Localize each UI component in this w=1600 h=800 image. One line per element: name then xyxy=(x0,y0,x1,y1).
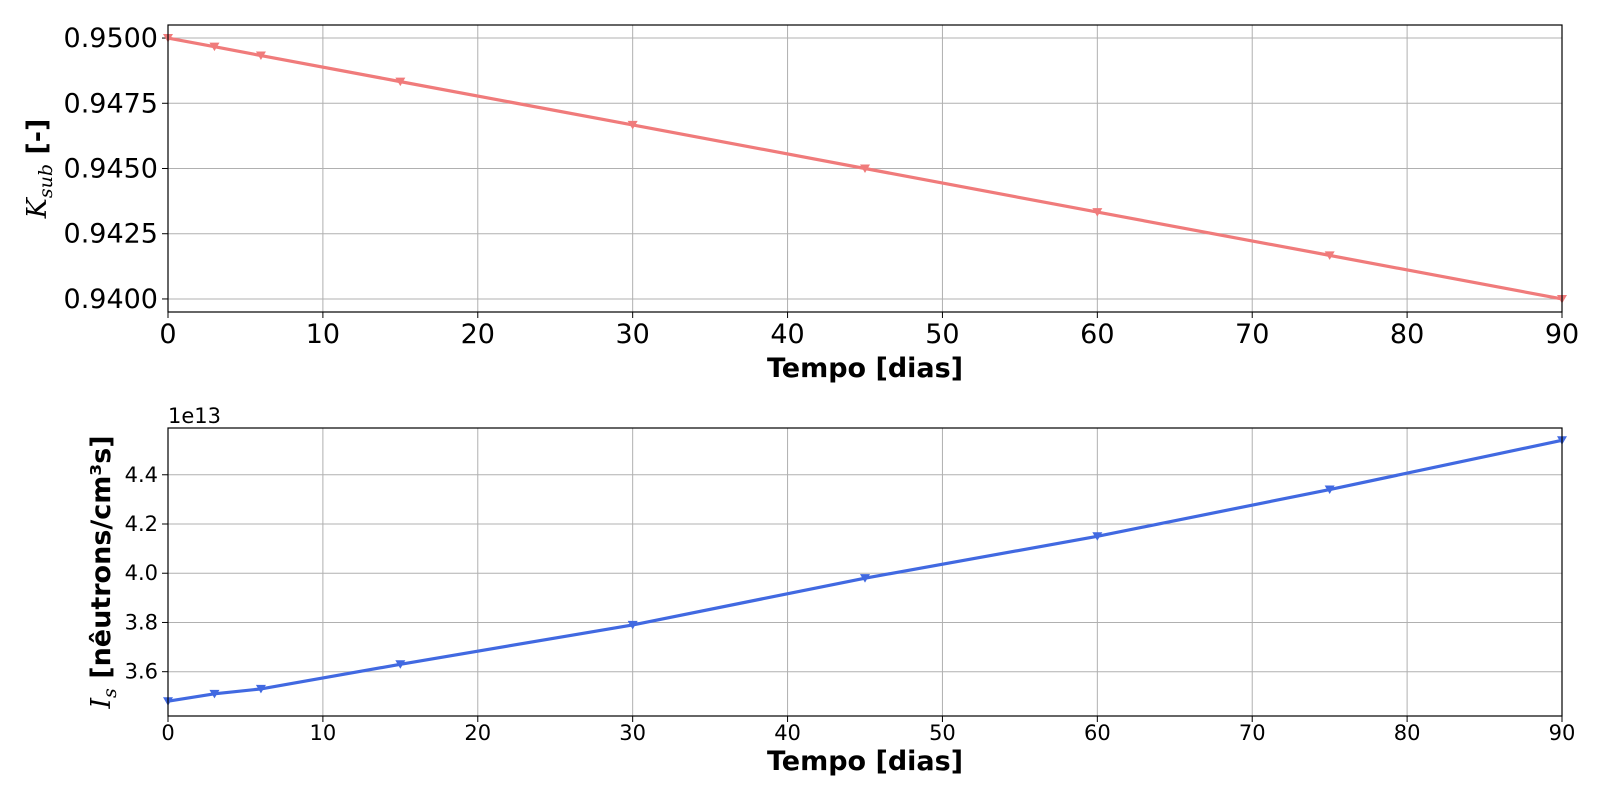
y-tick-label: 0.9475 xyxy=(64,88,158,119)
data-point-marker xyxy=(1092,532,1103,541)
is-y-label-subscript: s xyxy=(99,688,121,698)
ksub-y-label-unit: [-] xyxy=(22,119,53,164)
data-point-marker xyxy=(209,689,220,699)
y-tick-label: 0.9500 xyxy=(64,23,158,54)
x-tick-label: 80 xyxy=(1394,721,1421,745)
x-tick-label: 30 xyxy=(619,721,646,745)
x-tick-label: 70 xyxy=(1235,319,1269,350)
is-x-axis-label: Tempo [dias] xyxy=(767,746,963,777)
y-tick-label: 0.9400 xyxy=(64,284,158,315)
x-tick-label: 60 xyxy=(1080,319,1114,350)
is-y-label-unit: [nêutrons/cm³s] xyxy=(86,435,117,688)
ksub-grid xyxy=(162,25,1563,318)
is-y-label-symbol: I xyxy=(86,697,117,710)
ksub-y-label-subscript: sub xyxy=(35,164,57,198)
y-tick-label: 3.6 xyxy=(125,660,158,684)
x-tick-label: 40 xyxy=(770,319,804,350)
x-tick-label: 0 xyxy=(159,319,176,350)
data-point-marker xyxy=(860,164,870,173)
x-tick-label: 20 xyxy=(464,721,491,745)
is-x-tick-labels: 0 10 20 30 40 50 60 70 80 90 xyxy=(161,721,1575,745)
x-tick-label: 10 xyxy=(306,319,340,350)
data-point-marker xyxy=(255,51,266,61)
data-point-marker xyxy=(1092,208,1103,217)
data-point-marker xyxy=(860,574,870,583)
ksub-chart-panel: 0 10 20 30 40 50 60 70 80 90 0.94000.94250.94500.… xyxy=(22,23,1579,384)
data-point-marker xyxy=(209,42,220,52)
ksub-x-axis-label: Tempo [dias] xyxy=(767,353,963,384)
x-tick-label: 50 xyxy=(925,319,959,350)
is-y-axis-label: Is [nêutrons/cm³s] xyxy=(86,435,121,709)
is-chart-panel: 0 10 20 30 40 50 60 70 80 90 3.6 3.8 4.0 4.2 4.4 1e13… xyxy=(86,404,1575,777)
is-offset-text: 1e13 xyxy=(168,404,221,428)
x-tick-label: 70 xyxy=(1239,721,1266,745)
x-tick-label: 40 xyxy=(774,721,801,745)
y-tick-label: 0.9425 xyxy=(64,219,158,250)
data-point-marker xyxy=(395,77,406,87)
y-tick-label: 4.0 xyxy=(125,561,158,585)
is-markers xyxy=(163,436,1567,706)
y-tick-label: 4.4 xyxy=(125,463,158,487)
x-tick-label: 50 xyxy=(929,721,956,745)
x-tick-label: 0 xyxy=(161,721,174,745)
ksub-y-axis-label: Ksub [-] xyxy=(22,119,57,220)
data-point-marker xyxy=(1324,251,1335,260)
x-tick-label: 30 xyxy=(615,319,649,350)
is-series-line xyxy=(167,438,1563,703)
x-tick-label: 60 xyxy=(1084,721,1111,745)
ksub-axes-frame xyxy=(167,24,1563,313)
x-tick-label: 90 xyxy=(1549,721,1576,745)
x-tick-label: 20 xyxy=(461,319,495,350)
data-point-marker xyxy=(627,620,638,630)
y-tick-label: 4.2 xyxy=(125,512,158,536)
data-point-marker xyxy=(627,120,638,130)
x-tick-label: 80 xyxy=(1390,319,1424,350)
y-tick-label: 0.9450 xyxy=(64,154,158,185)
data-point-marker xyxy=(1324,485,1335,495)
ksub-y-tick-labels: 0.9400 0.9425 0.9450 0.9475 0.9500 xyxy=(64,23,158,315)
is-y-tick-labels: 3.6 3.8 4.0 4.2 4.4 xyxy=(125,463,158,684)
data-point-marker xyxy=(255,684,266,694)
ksub-y-label-symbol: K xyxy=(22,196,53,219)
is-axes-frame xyxy=(167,427,1563,717)
y-tick-label: 3.8 xyxy=(125,610,158,634)
x-tick-label: 10 xyxy=(310,721,337,745)
ksub-x-tick-labels: 0 10 20 30 40 50 60 70 80 90 xyxy=(159,319,1579,350)
x-tick-label: 90 xyxy=(1545,319,1579,350)
data-point-marker xyxy=(395,660,406,669)
